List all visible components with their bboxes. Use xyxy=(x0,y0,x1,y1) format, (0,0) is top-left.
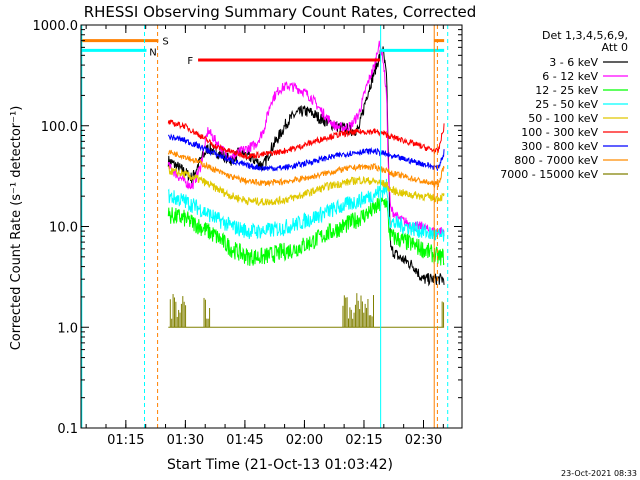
legend-header: Det 1,3,4,5,6,9, xyxy=(542,29,628,42)
x-tick-label: 02:15 xyxy=(345,433,382,448)
series-line xyxy=(167,119,445,161)
legend-header: Att 0 xyxy=(602,41,628,54)
y-tick-label: 1000.0 xyxy=(33,19,79,34)
series-line xyxy=(167,40,445,237)
legend-label: 25 - 50 keV xyxy=(535,98,598,111)
y-axis-label: Corrected Count Rate (s⁻¹ detector⁻¹) xyxy=(9,106,24,351)
legend-label: 12 - 25 keV xyxy=(535,84,598,97)
x-tick-label: 02:00 xyxy=(286,433,323,448)
series-line xyxy=(167,133,445,173)
legend-label: 100 - 300 keV xyxy=(521,126,598,139)
y-tick-label: 1.0 xyxy=(57,321,78,336)
legend-label: 3 - 6 keV xyxy=(549,56,598,69)
y-tick-label: 10.0 xyxy=(49,221,78,236)
legend-label: 7000 - 15000 keV xyxy=(500,168,598,181)
flag-label-s: S xyxy=(162,37,168,48)
x-tick-label: 01:15 xyxy=(107,433,144,448)
series-line xyxy=(167,178,445,242)
y-tick-label: 0.1 xyxy=(57,422,78,437)
flag-label-n: N xyxy=(149,47,156,58)
series-layer xyxy=(167,40,445,328)
x-tick-label: 01:45 xyxy=(226,433,263,448)
series-line xyxy=(167,197,445,266)
flag-label-f: F xyxy=(187,56,193,67)
chart-title: RHESSI Observing Summary Count Rates, Co… xyxy=(84,3,477,21)
vertical-markers xyxy=(81,25,449,428)
legend-label: 300 - 800 keV xyxy=(521,140,598,153)
x-tick-label: 01:30 xyxy=(167,433,204,448)
legend-label: 50 - 100 keV xyxy=(528,112,598,125)
x-axis-label: Start Time (21-Oct-13 01:03:42) xyxy=(167,457,393,473)
series-line xyxy=(167,165,445,207)
timestamp: 23-Oct-2021 08:33 xyxy=(561,469,637,478)
legend-label: 800 - 7000 keV xyxy=(514,154,598,167)
y-tick-label: 100.0 xyxy=(41,120,78,135)
axes: 0.1 1.0 10.0 100.0 1000.0 01:15 01:30 01:45 02:0… xyxy=(33,19,463,448)
x-tick-label: 02:30 xyxy=(405,433,442,448)
series-line xyxy=(167,149,445,188)
legend-label: 6 - 12 keV xyxy=(542,70,598,83)
flags-layer: SN F xyxy=(81,37,445,67)
